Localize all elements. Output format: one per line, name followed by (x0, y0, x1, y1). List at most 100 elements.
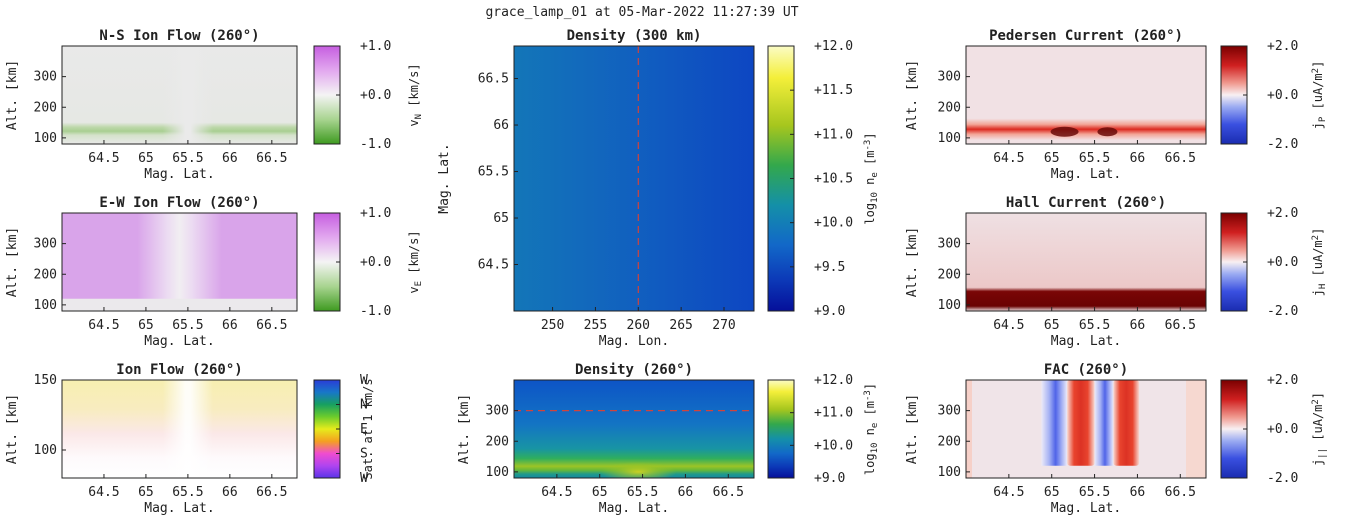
density_300km-colorbar-tick: +12.0 (814, 39, 853, 54)
density_300km-colorbar-tick: +9.0 (814, 304, 845, 319)
ns_ion_flow-ytick: 200 (34, 100, 57, 115)
fac-colorbar-tick: -2.0 (1267, 471, 1298, 486)
density_260-field (514, 380, 754, 478)
ion_flow-ytick: 100 (34, 443, 57, 458)
hall_current-axes: Hall Current (260°) 64.5 65 65.5 66 66.5 100 20… (905, 195, 1207, 349)
density_260-ytick: 100 (486, 465, 509, 480)
density_260-colorbar: +12.0 +11.0 +10.0 +9.0 log10 ne [m-3] (767, 373, 880, 486)
hall_current-ytick: 100 (938, 298, 961, 313)
hall_current-colorbar-tick: -2.0 (1267, 304, 1298, 319)
fac-axes: FAC (260°) 64.5 65 65.5 66 66.5 100 200 300 Mag. … (905, 362, 1207, 516)
pedersen_current-colorbar-tick: +0.0 (1267, 88, 1298, 103)
ew_ion_flow-xtick: 66.5 (256, 318, 287, 333)
ew_ion_flow-colorbar-label: vE [km/s] (407, 230, 424, 293)
density_300km-colorbar-tick: +9.5 (814, 260, 845, 275)
pedersen_current-field (966, 46, 1206, 144)
ew_ion_flow-ytick: 100 (34, 298, 57, 313)
ew_ion_flow-ytick: 200 (34, 267, 57, 282)
ew_ion_flow-axes: E-W Ion Flow (260°) 64.5 65 65.5 66 66.5 100 20… (5, 195, 298, 349)
ion_flow-xlabel: Mag. Lat. (144, 501, 214, 516)
ns_ion_flow-colorbar-tick: +0.0 (360, 88, 391, 103)
ew_ion_flow-colorbar-tick: +0.0 (360, 255, 391, 270)
ion_flow-xtick: 66.5 (256, 485, 287, 500)
density_260-axes: Density (260°) 64.5 65 65.5 66 66.5 100 200 300 M… (457, 362, 755, 516)
fac-colorbar: +2.0 +0.0 -2.0 j|| [uA/m2] (1220, 373, 1328, 486)
density_300km-ytick: 66.5 (478, 72, 509, 87)
pedersen_current-axes: Pedersen Current (260°) 64.5 65 65.5 66 66.5 1… (905, 28, 1207, 182)
ns_ion_flow-axes: N-S Ion Flow (260°) 64.5 65 65.5 66 66.5 100 20… (5, 28, 298, 182)
ew_ion_flow-ylabel: Alt. [km] (5, 227, 20, 297)
ns_ion_flow-colorbar-label: vN [km/s] (407, 63, 424, 126)
ion_flow-xtick: 66 (222, 485, 238, 500)
density_260-title: Density (260°) (575, 362, 693, 378)
hall_current-xtick: 66 (1130, 318, 1146, 333)
fac-title: FAC (260°) (1044, 362, 1128, 378)
density_260-xtick: 66 (678, 485, 694, 500)
ew_ion_flow-xtick: 65 (138, 318, 154, 333)
density_260-ytick: 300 (486, 404, 509, 419)
density_300km-ytick: 64.5 (478, 258, 509, 273)
fac-xtick: 66 (1130, 485, 1146, 500)
ns_ion_flow-colorbar-tick: +1.0 (360, 39, 391, 54)
ew_ion_flow-ytick: 300 (34, 237, 57, 252)
hall_current-xlabel: Mag. Lat. (1051, 334, 1121, 349)
density_300km-colorbar-tick: +11.0 (814, 127, 853, 142)
density_300km-colorbar-tick: +10.0 (814, 216, 853, 231)
figure-title: grace_lamp_01 at 05-Mar-2022 11:27:39 UT (485, 5, 798, 20)
density_260-ytick: 200 (486, 434, 509, 449)
density_300km-title: Density (300 km) (567, 28, 702, 44)
pedersen_current-xlabel: Mag. Lat. (1051, 167, 1121, 182)
ns_ion_flow-title: N-S Ion Flow (260°) (99, 28, 259, 44)
ew_ion_flow-xtick: 64.5 (88, 318, 119, 333)
density_300km-colorbar-tick: +11.5 (814, 83, 853, 98)
pedersen_current-ylabel: Alt. [km] (905, 60, 920, 130)
density_300km-colorbar-tick: +10.5 (814, 172, 853, 187)
ew_ion_flow-colorbar-tick: +1.0 (360, 206, 391, 221)
ion_flow-xtick: 65 (138, 485, 154, 500)
density_300km-xtick: 260 (627, 318, 650, 333)
ion_flow-xtick: 65.5 (172, 485, 203, 500)
hall_current-ytick: 300 (938, 237, 961, 252)
ion_flow-field (62, 380, 297, 478)
density_260-colorbar-label: log10 ne [m-3] (863, 383, 880, 475)
density_260-xtick: 65 (592, 485, 608, 500)
density_260-xtick: 64.5 (541, 485, 572, 500)
density_300km-colorbar: +12.0 +11.5 +11.0 +10.5 +10.0 +9.5 +9.0 log10 n… (767, 39, 880, 319)
density_300km-ytick: 65 (493, 211, 509, 226)
pedersen_current-xtick: 65.5 (1079, 151, 1110, 166)
ns_ion_flow-xtick: 65.5 (172, 151, 203, 166)
hall_current-title: Hall Current (260°) (1006, 195, 1166, 211)
density_300km-ylabel: Mag. Lat. (437, 143, 452, 213)
ns_ion_flow-ytick: 300 (34, 70, 57, 85)
hall_current-xtick: 64.5 (993, 318, 1024, 333)
density_300km-colorbar-label: log10 ne [m-3] (863, 132, 880, 224)
hall_current-xtick: 65 (1044, 318, 1060, 333)
fac-colorbar-tick: +0.0 (1267, 422, 1298, 437)
pedersen_current-colorbar-tick: -2.0 (1267, 137, 1298, 152)
ion_flow-colorbar-tick: S (360, 447, 368, 462)
pedersen_current-ytick: 200 (938, 100, 961, 115)
density_260-colorbar-tick: +11.0 (814, 406, 853, 421)
fac-ytick: 200 (938, 434, 961, 449)
density_300km-xtick: 270 (712, 318, 735, 333)
density_260-colorbar-tick: +12.0 (814, 373, 853, 388)
fac-ylabel: Alt. [km] (905, 394, 920, 464)
ion_flow-xtick: 64.5 (88, 485, 119, 500)
ion_flow-colorbar-tick: E (360, 422, 368, 437)
ion_flow-title: Ion Flow (260°) (116, 362, 242, 378)
fac-colorbar-label: j|| [uA/m2] (1311, 392, 1328, 466)
ew_ion_flow-xlabel: Mag. Lat. (144, 334, 214, 349)
hall_current-field (966, 213, 1206, 311)
hall_current-colorbar-tick: +0.0 (1267, 255, 1298, 270)
fac-xtick: 65.5 (1079, 485, 1110, 500)
fac-ytick: 300 (938, 404, 961, 419)
ion_flow-ytick: 150 (34, 373, 57, 388)
density_260-xtick: 66.5 (713, 485, 744, 500)
fac-xtick: 65 (1044, 485, 1060, 500)
density_300km-ytick: 66 (493, 118, 509, 133)
pedersen_current-colorbar-tick: +2.0 (1267, 39, 1298, 54)
density_260-ylabel: Alt. [km] (457, 394, 472, 464)
ion_flow-colorbar-tick: W (360, 373, 368, 388)
density_260-xlabel: Mag. Lat. (599, 501, 669, 516)
